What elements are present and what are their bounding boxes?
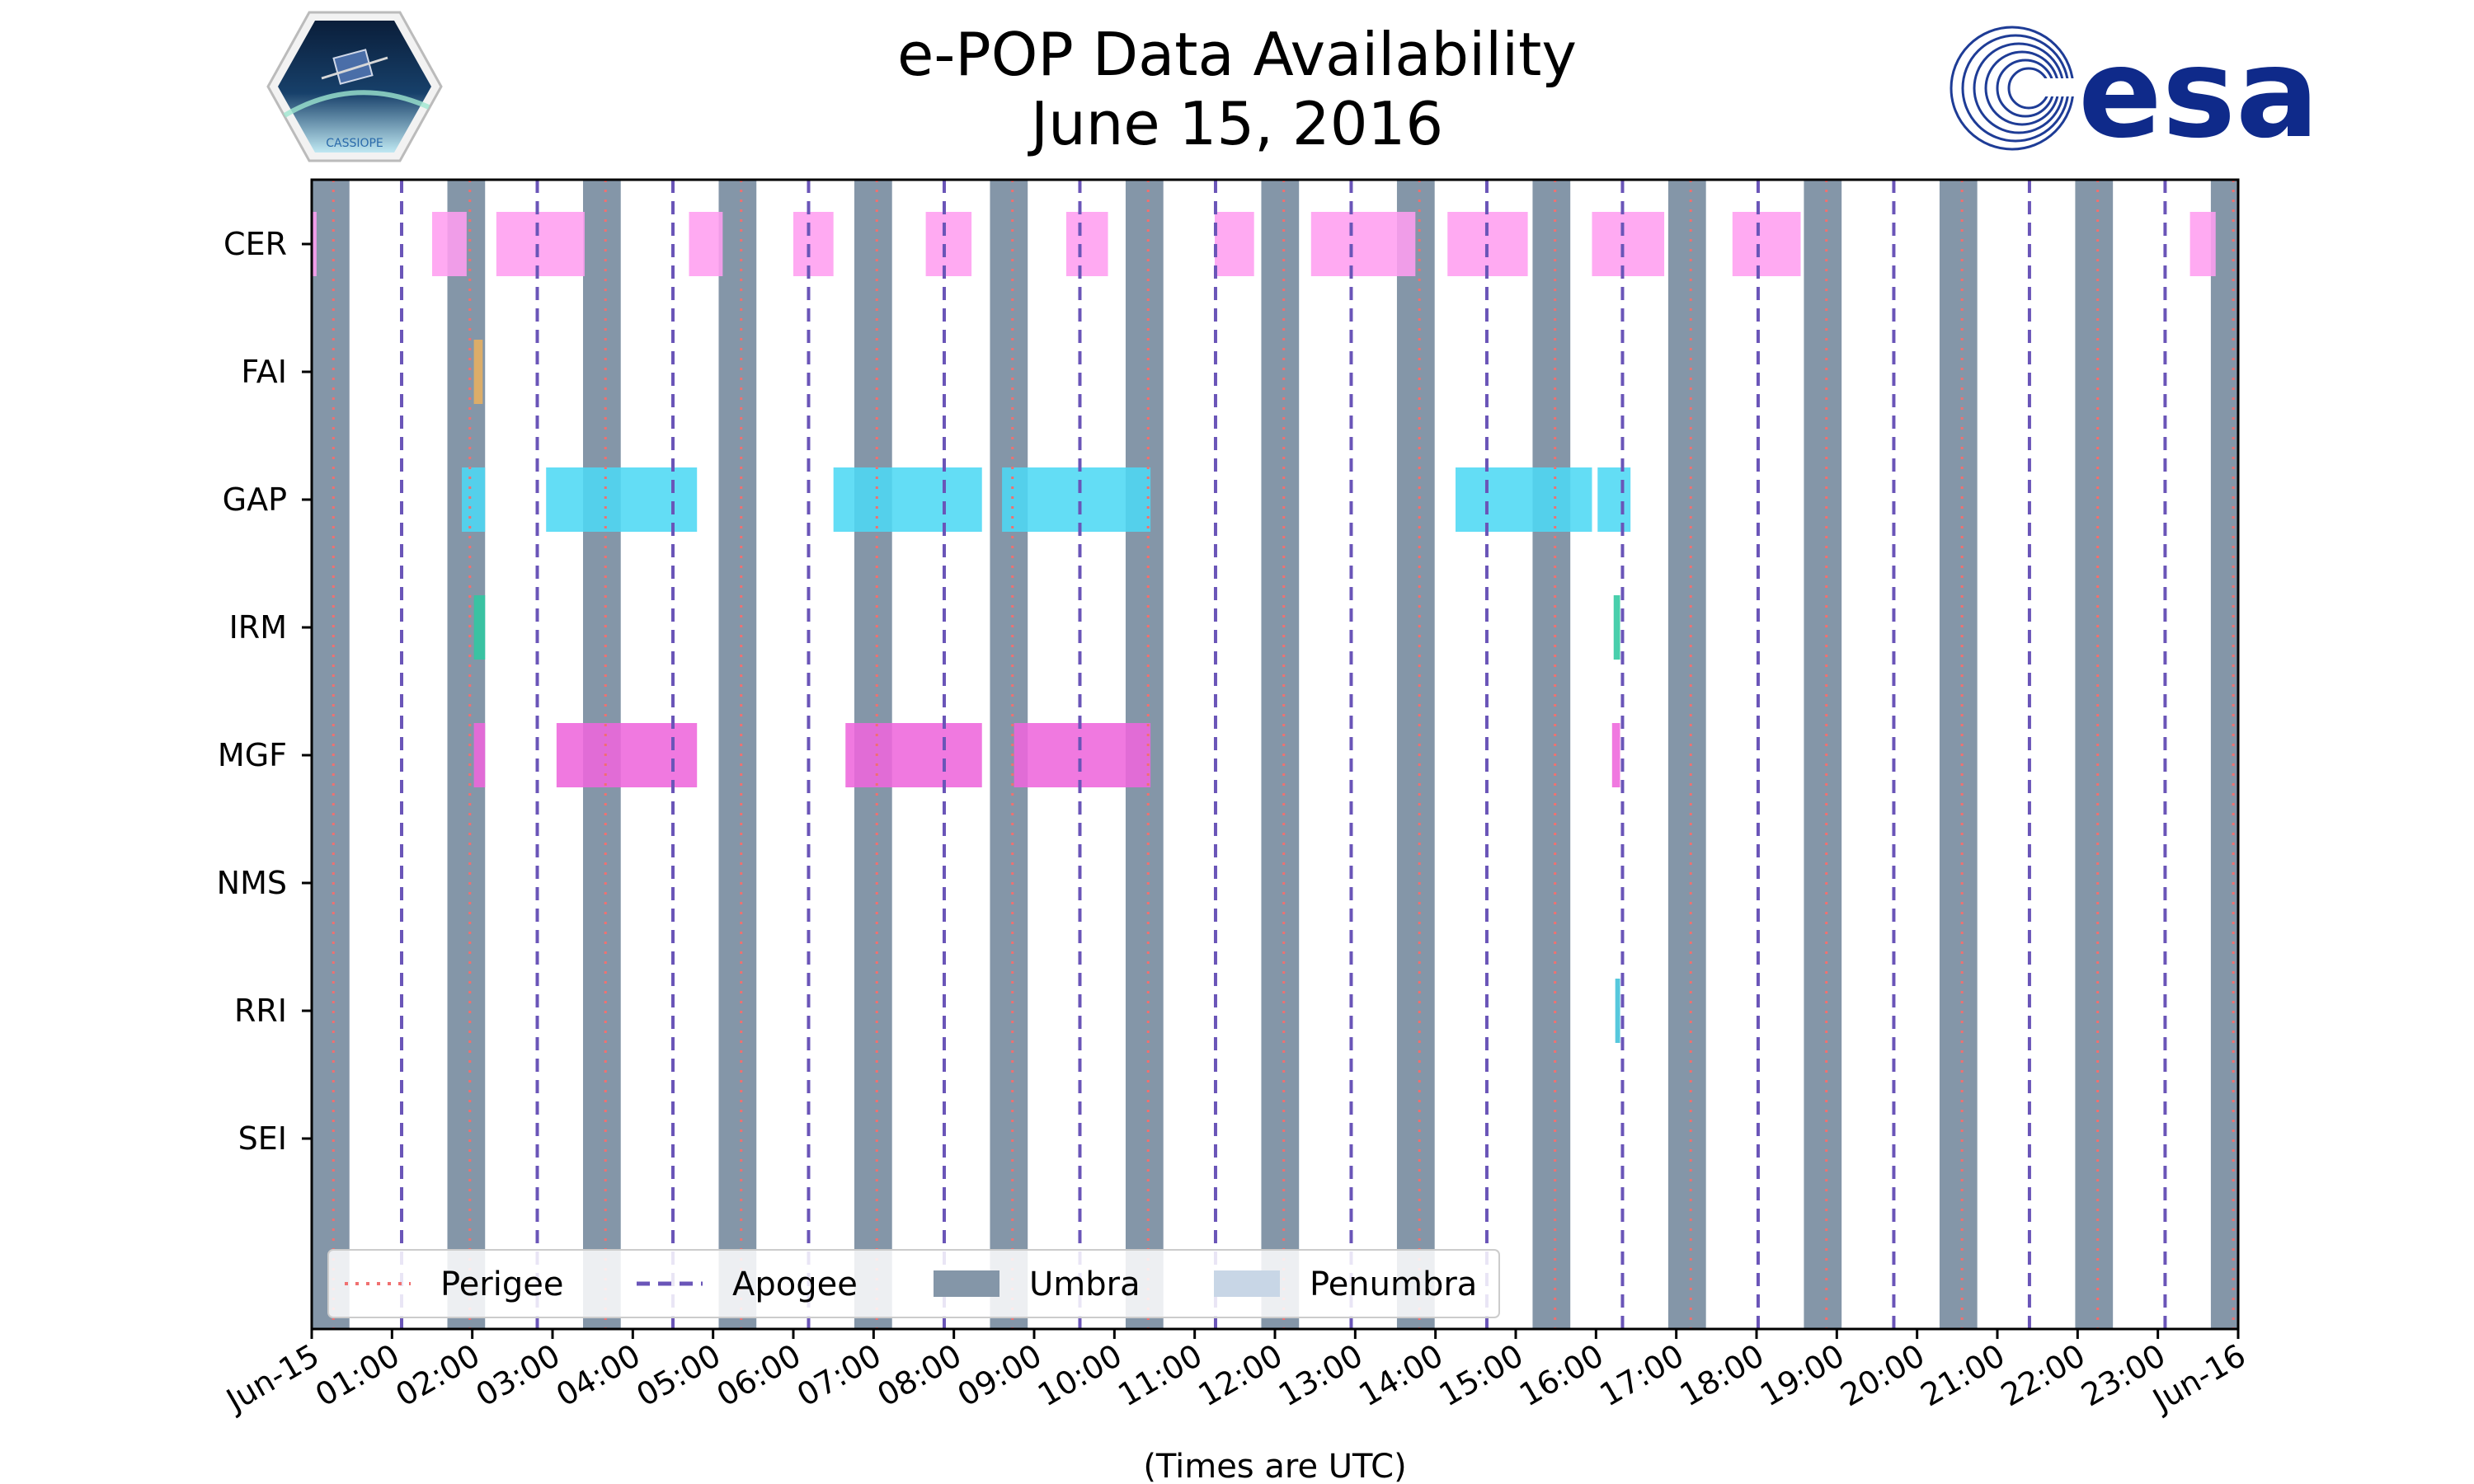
x-tick-label: 06:00 <box>711 1337 807 1414</box>
x-tick-label: 03:00 <box>470 1337 567 1414</box>
x-tick-label: 08:00 <box>871 1337 967 1414</box>
segment-gap <box>546 467 698 532</box>
segment-gap <box>1456 467 1592 532</box>
segment-cer <box>1732 212 1801 276</box>
umbra-band <box>1939 180 1978 1329</box>
segment-mgf <box>1611 723 1620 787</box>
x-tick-label: 13:00 <box>1272 1337 1369 1414</box>
x-tick-label: 15:00 <box>1433 1337 1530 1414</box>
segment-irm <box>473 595 486 660</box>
chart-subtitle: June 15, 2016 <box>1030 89 1444 158</box>
legend-label-apogee: Apogee <box>732 1266 858 1303</box>
y-tick-label-cer: CER <box>223 226 287 262</box>
cassiope-logo-text: CASSIOPE <box>326 137 383 150</box>
x-tick-label: 12:00 <box>1192 1337 1289 1414</box>
segment-gap <box>462 467 486 532</box>
segment-cer <box>1215 212 1254 276</box>
y-tick-label-sei: SEI <box>238 1120 287 1157</box>
umbra-band <box>1804 180 1842 1329</box>
segment-cer <box>1310 212 1416 276</box>
segment-mgf <box>845 723 982 787</box>
segment-cer <box>312 212 317 276</box>
y-tick-label-mgf: MGF <box>218 737 287 773</box>
x-axis-title: (Times are UTC) <box>1143 1448 1406 1484</box>
x-tick-label: 09:00 <box>952 1337 1048 1414</box>
x-tick-label: 21:00 <box>1915 1337 2011 1414</box>
legend-penumbra-swatch <box>1214 1270 1280 1297</box>
segment-cer <box>925 212 972 276</box>
x-tick-label: Jun-16 <box>2146 1337 2252 1420</box>
segment-cer <box>1592 212 1665 276</box>
umbra-band <box>1532 180 1571 1329</box>
x-tick-label: 19:00 <box>1754 1337 1851 1414</box>
umbra-band <box>1667 180 1706 1329</box>
x-tick-label: 10:00 <box>1032 1337 1128 1414</box>
segment-cer <box>432 212 467 276</box>
segment-mgf <box>473 723 486 787</box>
segment-fai <box>473 340 483 404</box>
y-tick-label-irm: IRM <box>229 609 287 646</box>
segment-mgf <box>556 723 698 787</box>
legend-box <box>327 1249 1500 1318</box>
x-tick-label: 05:00 <box>630 1337 727 1414</box>
segment-cer <box>793 212 834 276</box>
x-tick-label: 18:00 <box>1674 1337 1771 1414</box>
x-tick-label: 14:00 <box>1352 1337 1449 1414</box>
y-tick-label-fai: FAI <box>241 354 287 390</box>
x-tick-label: Jun-15 <box>219 1337 326 1420</box>
x-tick-label: 17:00 <box>1593 1337 1690 1414</box>
umbra-band <box>718 180 757 1329</box>
chart-title: e-POP Data Availability <box>897 20 1577 89</box>
segment-gap <box>1597 467 1631 532</box>
segment-rri <box>1615 979 1620 1043</box>
umbra-band <box>1396 180 1435 1329</box>
esa-logo: esa <box>1950 22 2319 161</box>
x-tick-label: 16:00 <box>1513 1337 1610 1414</box>
umbra-band <box>312 180 350 1329</box>
legend-label-umbra: Umbra <box>1029 1266 1141 1303</box>
cassiope-logo: CASSIOPE <box>266 11 443 162</box>
y-tick-label-nms: NMS <box>217 865 287 901</box>
esa-logo-text: esa <box>2078 22 2319 161</box>
x-tick-label: 07:00 <box>791 1337 887 1414</box>
segment-mgf <box>1014 723 1151 787</box>
legend-label-perigee: Perigee <box>440 1266 563 1303</box>
x-tick-label: 22:00 <box>1995 1337 2091 1414</box>
x-tick-label: 20:00 <box>1834 1337 1931 1414</box>
segment-gap <box>833 467 982 532</box>
legend-label-penumbra: Penumbra <box>1310 1266 1477 1303</box>
x-tick-label: 04:00 <box>550 1337 647 1414</box>
segment-cer <box>1065 212 1108 276</box>
umbra-band <box>1261 180 1300 1329</box>
x-tick-label: 02:00 <box>389 1337 486 1414</box>
segment-gap <box>1002 467 1151 532</box>
umbra-band <box>2075 180 2114 1329</box>
x-tick-label: 01:00 <box>309 1337 406 1414</box>
segment-cer <box>496 212 585 276</box>
x-tick-label: 11:00 <box>1112 1337 1208 1414</box>
legend-umbra-swatch <box>934 1270 999 1297</box>
y-tick-label-rri: RRI <box>234 993 287 1029</box>
segment-irm <box>1613 595 1620 660</box>
segment-cer <box>689 212 723 276</box>
segment-cer <box>2189 212 2216 276</box>
y-tick-label-gap: GAP <box>223 481 287 518</box>
